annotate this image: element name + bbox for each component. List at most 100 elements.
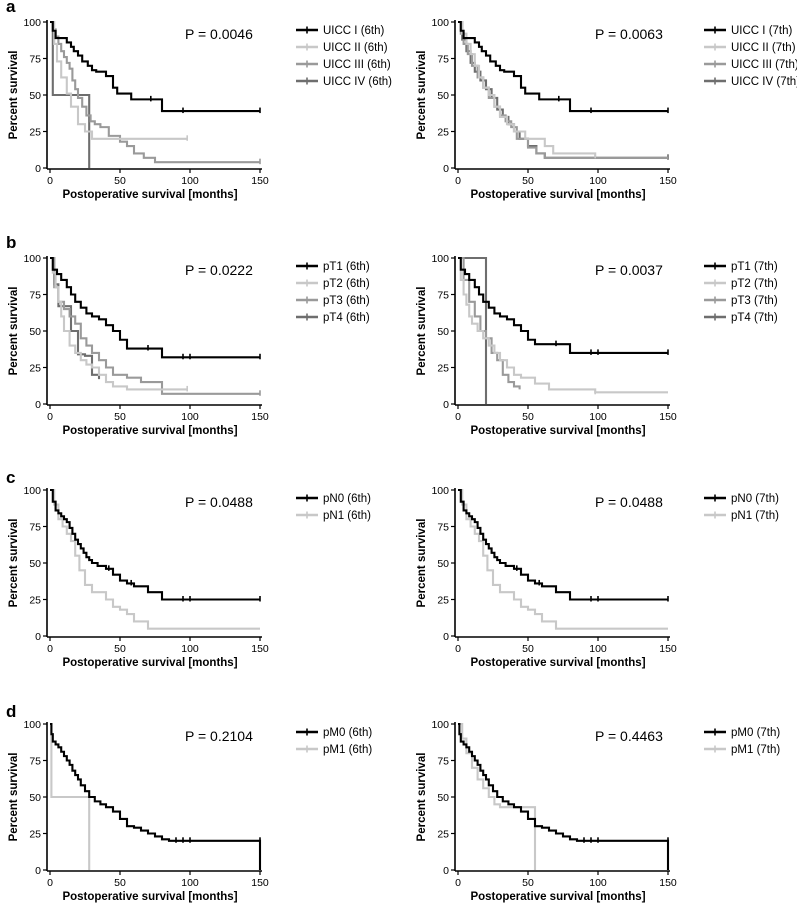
y-tick-label: 50	[29, 558, 41, 570]
legend-label: pN0 (7th)	[731, 493, 779, 505]
x-tick-label: 150	[251, 643, 269, 655]
y-tick-label: 50	[437, 558, 449, 570]
legend-label: UICC I (6th)	[323, 25, 385, 37]
y-axis-title: Percent survival	[416, 753, 428, 842]
km-panel-a-1: 0 25 50 75 100 0 50 100 150 Postoperative surviva…	[8, 17, 392, 201]
legend-label: pT4 (6th)	[323, 312, 370, 324]
y-tick-label: 100	[431, 719, 449, 731]
x-tick-label: 0	[47, 877, 53, 889]
x-tick-label: 50	[522, 877, 534, 889]
panel-letter-b: b	[6, 233, 16, 252]
legend-label: pT4 (7th)	[731, 312, 778, 324]
y-tick-label: 0	[35, 399, 41, 411]
x-tick-label: 0	[47, 175, 53, 187]
km-curve-pt3-7th	[458, 256, 521, 390]
p-value: P = 0.0488	[595, 494, 663, 510]
p-value: P = 0.0488	[185, 494, 253, 510]
x-tick-label: 50	[114, 877, 126, 889]
x-tick-label: 0	[455, 175, 461, 187]
x-tick-label: 50	[522, 175, 534, 187]
y-tick-label: 25	[437, 363, 449, 375]
km-panel-c-1: 0 25 50 75 100 0 50 100 150 Postoperative surviva…	[8, 485, 371, 669]
y-tick-label: 50	[437, 792, 449, 804]
km-curve-pm1-6th	[50, 722, 91, 870]
km-panel-d-1: 0 25 50 75 100 0 50 100 150 Postoperative surviva…	[8, 719, 372, 903]
legend-label: pN1 (6th)	[323, 510, 371, 522]
panel-letter-a: a	[6, 0, 16, 16]
y-axis-title: Percent survival	[8, 51, 20, 140]
km-curve-uicc-i-6th	[50, 20, 260, 113]
x-tick-label: 50	[114, 175, 126, 187]
y-tick-label: 50	[437, 90, 449, 102]
legend-label: pT1 (6th)	[323, 261, 370, 273]
legend-label: pT3 (7th)	[731, 295, 778, 307]
legend-label: UICC III (6th)	[323, 59, 391, 71]
legend-label: UICC III (7th)	[731, 59, 797, 71]
x-tick-label: 0	[47, 411, 53, 423]
y-tick-label: 100	[431, 253, 449, 265]
km-curve-pn1-7th	[458, 488, 668, 630]
km-panel-d-2: 0 25 50 75 100 0 50 100 150 Postoperative surviva…	[416, 719, 780, 903]
y-tick-label: 100	[23, 485, 41, 497]
y-tick-label: 75	[437, 54, 449, 66]
y-tick-label: 0	[443, 163, 449, 175]
y-tick-label: 25	[29, 829, 41, 841]
y-tick-label: 0	[443, 865, 449, 877]
x-tick-label: 100	[589, 643, 607, 655]
y-tick-label: 100	[23, 253, 41, 265]
legend-label: UICC I (7th)	[731, 25, 793, 37]
y-tick-label: 75	[29, 756, 41, 768]
x-tick-label: 150	[659, 877, 677, 889]
x-tick-label: 0	[455, 643, 461, 655]
y-tick-label: 25	[437, 829, 449, 841]
legend-label: pM1 (7th)	[731, 744, 780, 756]
legend-label: UICC IV (7th)	[731, 76, 797, 88]
y-tick-label: 50	[437, 326, 449, 338]
y-tick-label: 100	[23, 17, 41, 29]
km-curve-pt1-6th	[50, 256, 260, 359]
km-curve-uicc-i-7th	[458, 20, 668, 113]
y-axis-title: Percent survival	[8, 287, 20, 376]
y-tick-label: 100	[23, 719, 41, 731]
km-curve-uicc-ii-6th	[50, 20, 188, 140]
y-tick-label: 75	[437, 756, 449, 768]
km-curve-pt1-7th	[458, 256, 668, 354]
x-tick-label: 100	[589, 411, 607, 423]
legend-label: pN1 (7th)	[731, 510, 779, 522]
y-tick-label: 25	[29, 127, 41, 139]
x-tick-label: 100	[181, 877, 199, 889]
x-tick-label: 0	[47, 643, 53, 655]
x-axis-title: Postoperative survival [months]	[470, 891, 645, 903]
x-tick-label: 100	[181, 411, 199, 423]
y-tick-label: 25	[437, 595, 449, 607]
x-axis-title: Postoperative survival [months]	[470, 657, 645, 669]
y-tick-label: 25	[29, 595, 41, 607]
km-panel-a-2: 0 25 50 75 100 0 50 100 150 Postoperative surviva…	[416, 17, 797, 201]
p-value: P = 0.0037	[595, 262, 663, 278]
panel-letter-c: c	[6, 468, 15, 487]
x-axis-title: Postoperative survival [months]	[62, 891, 237, 903]
y-tick-label: 0	[35, 631, 41, 643]
x-tick-label: 150	[251, 411, 269, 423]
p-value: P = 0.2104	[185, 728, 253, 744]
y-tick-label: 100	[431, 17, 449, 29]
x-axis-title: Postoperative survival [months]	[62, 425, 237, 437]
km-panel-b-2: 0 25 50 75 100 0 50 100 150 Postoperative surviva…	[416, 253, 778, 437]
x-tick-label: 100	[589, 877, 607, 889]
y-tick-label: 25	[437, 127, 449, 139]
x-tick-label: 100	[589, 175, 607, 187]
legend-label: pM0 (7th)	[731, 727, 780, 739]
y-axis-title: Percent survival	[8, 519, 20, 608]
legend-label: UICC IV (6th)	[323, 76, 392, 88]
y-tick-label: 50	[29, 326, 41, 338]
x-tick-label: 100	[181, 643, 199, 655]
y-tick-label: 0	[35, 865, 41, 877]
p-value: P = 0.4463	[595, 728, 663, 744]
legend-label: pT3 (6th)	[323, 295, 370, 307]
x-tick-label: 0	[455, 411, 461, 423]
x-tick-label: 100	[181, 175, 199, 187]
km-curve-pm0-7th	[458, 722, 670, 870]
km-curve-pt4-7th	[458, 256, 488, 404]
legend-label: pN0 (6th)	[323, 493, 371, 505]
